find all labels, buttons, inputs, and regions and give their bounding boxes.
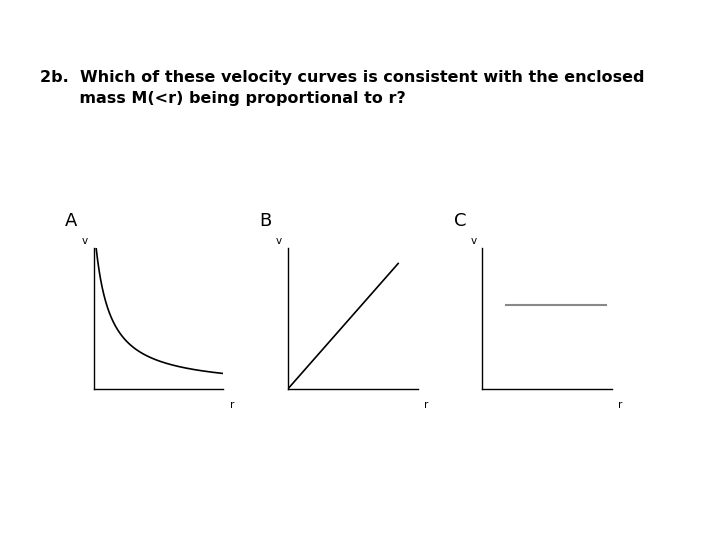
Text: r: r <box>618 400 623 410</box>
Text: C: C <box>454 212 466 230</box>
Text: v: v <box>81 235 88 246</box>
Text: 2b.  Which of these velocity curves is consistent with the enclosed
       mass : 2b. Which of these velocity curves is co… <box>40 70 644 106</box>
Text: r: r <box>230 400 234 410</box>
Text: A: A <box>65 212 77 230</box>
Text: B: B <box>259 212 271 230</box>
Text: v: v <box>276 235 282 246</box>
Text: r: r <box>424 400 428 410</box>
Text: v: v <box>470 235 477 246</box>
